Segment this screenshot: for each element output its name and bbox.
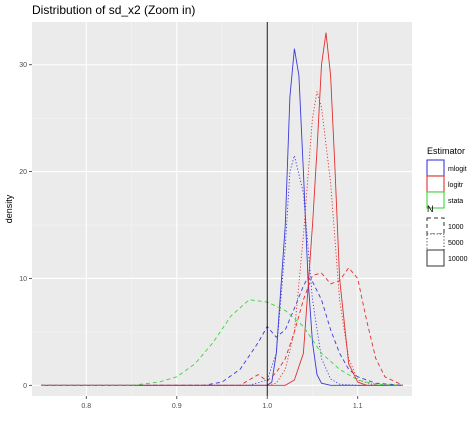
legend-key-n-1000 (426, 217, 445, 235)
legend-size-title: N (427, 204, 434, 214)
y-tick-label: 10 (19, 276, 27, 283)
density-curve-stata-1000 (41, 299, 404, 386)
density-curve-logitr-5000 (41, 91, 403, 386)
y-tick-label: 30 (19, 62, 27, 69)
x-tick-label: 0.8 (81, 403, 91, 410)
x-tick-label: 1.1 (353, 403, 363, 410)
legend: Estimator mlogit logitr stata N 1000 5000 10000 (426, 146, 468, 267)
legend-key-stata (426, 191, 445, 209)
legend-key-n-10000 (426, 249, 445, 267)
x-tick-label: 1.0 (262, 403, 272, 410)
legend-label-n-1000: 1000 (448, 224, 464, 231)
legend-label-n-10000: 10000 (448, 256, 468, 263)
y-tick-label: 0 (23, 383, 27, 390)
density-curve-mlogit-1000 (41, 276, 404, 386)
axis-ticks: 0.8 0.9 1.0 1.1 0 10 20 30 (19, 62, 362, 410)
density-curve-mlogit-10000 (41, 48, 403, 386)
legend-label-logitr: logitr (448, 182, 464, 189)
density-curve-logitr-10000 (41, 32, 403, 386)
y-tick-label: 20 (19, 169, 27, 176)
y-axis-title: density (4, 194, 14, 223)
legend-color-title: Estimator (427, 146, 465, 156)
density-curve-logitr-1000 (41, 267, 404, 386)
legend-label-stata: stata (448, 198, 463, 205)
legend-key-logitr (426, 175, 445, 193)
legend-label-n-5000: 5000 (448, 240, 464, 247)
chart-title: Distribution of sd_x2 (Zoom in) (32, 3, 195, 17)
legend-key-n-5000 (426, 233, 445, 251)
legend-label-mlogit: mlogit (448, 166, 467, 173)
x-tick-label: 0.9 (172, 403, 182, 410)
density-curves (41, 32, 404, 386)
legend-key-mlogit (426, 159, 445, 177)
